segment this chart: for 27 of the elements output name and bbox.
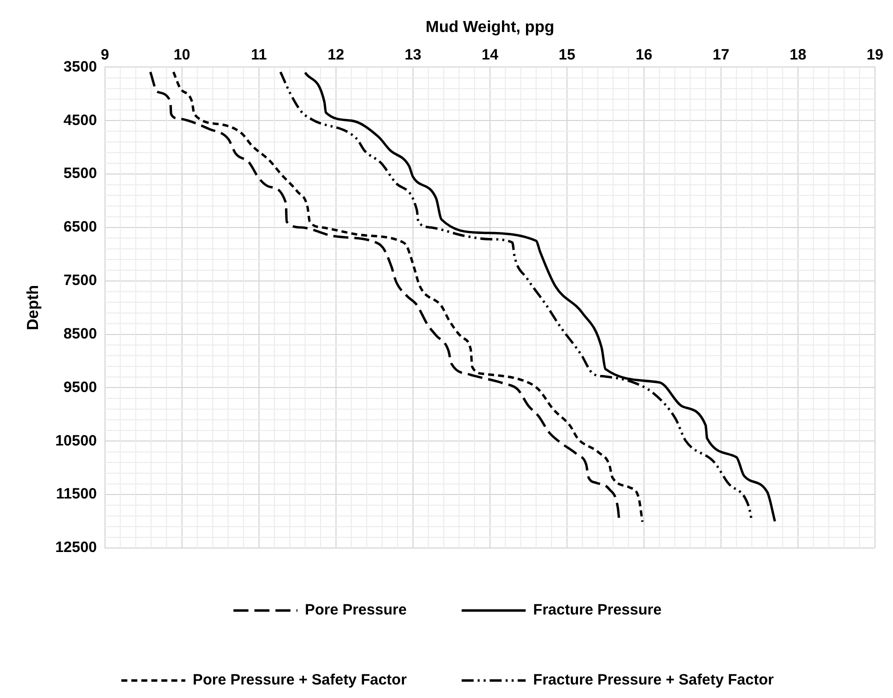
x-axis-title: Mud Weight, ppg <box>426 19 554 36</box>
x-tick-label: 15 <box>558 46 576 64</box>
x-tick-label: 9 <box>100 46 110 64</box>
legend-label: Pore Pressure + Safety Factor <box>192 672 407 689</box>
y-tick-label: 8500 <box>64 325 97 342</box>
legend-label: Pore Pressure <box>304 602 407 619</box>
x-tick-label: 12 <box>328 46 344 64</box>
y-tick-label: 10500 <box>55 432 97 450</box>
x-tick-label: 10 <box>174 46 190 64</box>
y-tick-label: 12500 <box>55 539 97 556</box>
y-tick-label: 5500 <box>64 165 97 182</box>
y-tick-label: 7500 <box>64 272 97 290</box>
x-tick-label: 16 <box>636 46 652 64</box>
y-tick-label: 11500 <box>56 486 97 503</box>
y-tick-label: 4500 <box>64 112 97 129</box>
y-axis-title: Depth <box>25 284 42 330</box>
y-tick-label: 6500 <box>64 218 97 236</box>
legend-label: Fracture Pressure <box>533 602 662 619</box>
x-tick-label: 11 <box>251 46 267 64</box>
x-tick-label: 17 <box>712 46 730 64</box>
legend-label: Fracture Pressure + Safety Factor <box>533 672 774 689</box>
y-tick-label: 3500 <box>64 58 97 76</box>
y-tick-label: 9500 <box>64 378 97 396</box>
x-tick-label: 14 <box>482 46 499 64</box>
x-tick-label: 19 <box>866 46 884 64</box>
x-tick-label: 13 <box>404 46 422 64</box>
x-tick-label: 18 <box>790 46 806 64</box>
